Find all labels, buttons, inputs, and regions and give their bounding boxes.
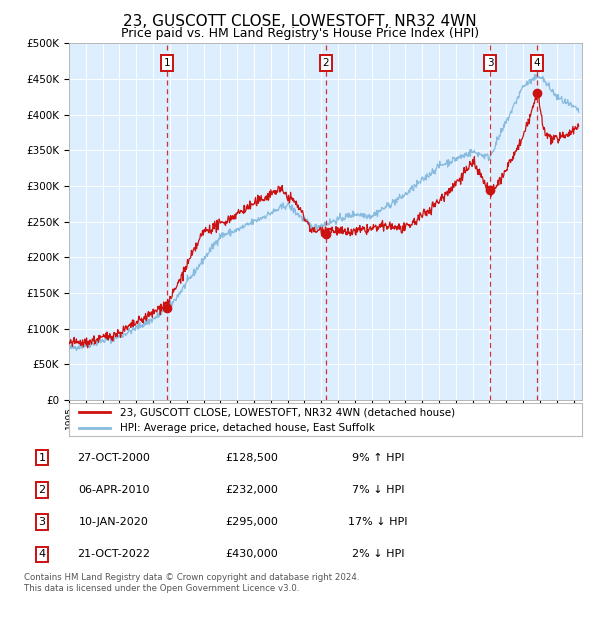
Text: 4: 4 [533,58,540,68]
Text: 7% ↓ HPI: 7% ↓ HPI [352,485,404,495]
Text: £295,000: £295,000 [226,517,278,527]
Text: 4: 4 [38,549,46,559]
Text: 3: 3 [38,517,46,527]
Text: 2: 2 [38,485,46,495]
Text: £232,000: £232,000 [226,485,278,495]
Text: 9% ↑ HPI: 9% ↑ HPI [352,453,404,463]
Text: 2: 2 [323,58,329,68]
Text: 17% ↓ HPI: 17% ↓ HPI [348,517,408,527]
Text: £430,000: £430,000 [226,549,278,559]
Text: 3: 3 [487,58,493,68]
Text: £128,500: £128,500 [226,453,278,463]
Text: 2% ↓ HPI: 2% ↓ HPI [352,549,404,559]
Text: Contains HM Land Registry data © Crown copyright and database right 2024.
This d: Contains HM Land Registry data © Crown c… [24,574,359,593]
Text: 1: 1 [164,58,170,68]
Text: 23, GUSCOTT CLOSE, LOWESTOFT, NR32 4WN (detached house): 23, GUSCOTT CLOSE, LOWESTOFT, NR32 4WN (… [121,407,455,417]
Text: 10-JAN-2020: 10-JAN-2020 [79,517,149,527]
Text: 21-OCT-2022: 21-OCT-2022 [77,549,151,559]
Text: Price paid vs. HM Land Registry's House Price Index (HPI): Price paid vs. HM Land Registry's House … [121,27,479,40]
Text: 06-APR-2010: 06-APR-2010 [78,485,150,495]
Text: HPI: Average price, detached house, East Suffolk: HPI: Average price, detached house, East… [121,423,375,433]
Text: 1: 1 [38,453,46,463]
Text: 23, GUSCOTT CLOSE, LOWESTOFT, NR32 4WN: 23, GUSCOTT CLOSE, LOWESTOFT, NR32 4WN [123,14,477,29]
Text: 27-OCT-2000: 27-OCT-2000 [77,453,151,463]
